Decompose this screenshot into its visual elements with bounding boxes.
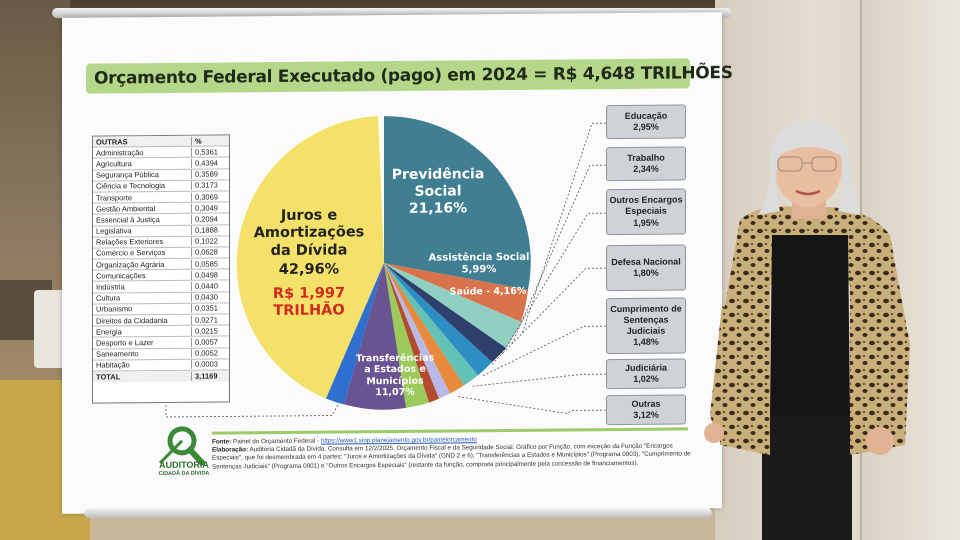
row-function-name: Desporto e Lazer <box>96 338 154 348</box>
row-function-name: Ciência e Tecnologia <box>96 181 166 191</box>
row-percent: 0,0052 <box>191 348 229 358</box>
slice-judiciaria <box>384 263 439 403</box>
slice-juros-b <box>236 116 384 399</box>
row-function-name: Urbanismo <box>96 304 133 314</box>
slice-outros-encargos <box>384 263 478 386</box>
slice-blue-edge <box>326 263 384 405</box>
banner-rod-bottom <box>84 508 712 518</box>
row-percent: 0,1888 <box>191 225 229 235</box>
row-function-name: TOTAL <box>96 372 121 382</box>
row-percent: 0,5361 <box>191 147 229 157</box>
row-function-name: Legislativa <box>96 226 132 236</box>
box-educacao: Educação 2,95% <box>606 104 686 140</box>
table-row: TOTAL 3,1169 <box>93 370 229 383</box>
row-percent: 0,0351 <box>191 303 229 314</box>
row-function-name: Gestão Ambiental <box>96 203 156 214</box>
slice-transferencias <box>344 263 406 410</box>
source-link[interactable]: https://www1.siop.planejamento.gov.br/pa… <box>320 436 477 445</box>
row-function-name: Segurança Pública <box>96 170 159 180</box>
slice-previdencia <box>384 116 531 290</box>
box-sentencas: Cumprimento de Sentenças Judiciais 1,48% <box>606 297 686 355</box>
box-judiciaria: Judiciária 1,02% <box>606 358 686 390</box>
table-header-name: OUTRAS <box>96 136 128 147</box>
row-function-name: Administração <box>96 147 144 158</box>
woman-person <box>704 121 910 540</box>
footer-divider <box>212 427 688 435</box>
budget-banner: Orçamento Federal Executado (pago) em 20… <box>62 12 733 514</box>
row-function-name: Essencial à Justiça <box>96 214 160 225</box>
row-percent: 0,0430 <box>191 292 229 302</box>
title-bar: Orçamento Federal Executado (pago) em 20… <box>86 58 733 94</box>
slice-outras <box>384 263 429 408</box>
box-trabalho: Trabalho 2,34% <box>606 146 686 182</box>
box-defesa: Defesa Nacional 1,80% <box>606 244 686 292</box>
row-percent: 0,0215 <box>191 326 229 336</box>
row-percent: 0,3589 <box>191 169 229 179</box>
budget-pie-chart <box>236 116 531 410</box>
box-outros-encargos: Outros Encargos Especiais 1,95% <box>606 188 686 236</box>
row-function-name: Comércio e Serviços <box>96 248 166 259</box>
row-function-name: Habitação <box>96 360 130 370</box>
others-table: OUTRAS% Administração 0,5361 Agricultura 0,4… <box>92 134 230 404</box>
juros-label: Juros e Amortizações da Dívida 42,96% R$… <box>253 207 365 319</box>
row-function-name: Energia <box>96 327 122 337</box>
auditoria-logo-icon <box>158 426 205 466</box>
row-percent: 0,2094 <box>191 214 229 224</box>
row-percent: 0,0003 <box>191 359 229 370</box>
row-function-name: Relações Exteriores <box>96 237 164 247</box>
table-header-pct: % <box>191 136 229 146</box>
row-percent: 0,0585 <box>191 259 229 269</box>
row-percent: 0,0498 <box>191 270 229 280</box>
slice-educacao <box>384 263 506 363</box>
source-footnote: Fonte: Painel do Orçamento Federal - htt… <box>212 436 691 471</box>
row-percent: 0,0628 <box>191 247 229 258</box>
row-percent: 0,3173 <box>191 180 229 191</box>
row-percent: 0,3049 <box>191 203 229 213</box>
row-percent: 0,0057 <box>191 337 229 347</box>
slice-defesa <box>384 263 464 394</box>
transferencias-label: Transferências a Estados e Municípios 11… <box>355 352 435 399</box>
row-function-name: Indústria <box>96 282 125 292</box>
row-function-name: Cultura <box>96 293 121 303</box>
row-function-name: Transporte <box>96 192 132 203</box>
saude-label: Saúde - 4,16% <box>449 285 527 298</box>
banner-rod-top <box>52 8 732 18</box>
previdencia-label: Previdência Social 21,16% <box>391 166 485 217</box>
row-percent: 0,3069 <box>191 191 229 202</box>
row-percent: 0,0440 <box>191 281 229 291</box>
assistencia-label: Assistência Social 5,99% <box>428 251 530 276</box>
banner-title: Orçamento Federal Executado (pago) em 20… <box>94 63 733 89</box>
row-function-name: Saneamento <box>96 349 139 359</box>
row-function-name: Direitos da Cidadania <box>96 315 168 326</box>
box-outras: Outras 3,12% <box>606 394 686 426</box>
row-function-name: Comunicações <box>96 270 146 281</box>
row-function-name: Agricultura <box>96 159 132 169</box>
row-percent: 3,1169 <box>191 371 229 381</box>
slice-trabalho <box>384 263 492 376</box>
row-percent: 0,4394 <box>191 158 229 168</box>
row-function-name: Organização Agrária <box>96 259 165 270</box>
row-percent: 0,0271 <box>191 315 229 325</box>
slice-sentencas <box>384 263 450 399</box>
row-percent: 0,1022 <box>191 236 229 247</box>
